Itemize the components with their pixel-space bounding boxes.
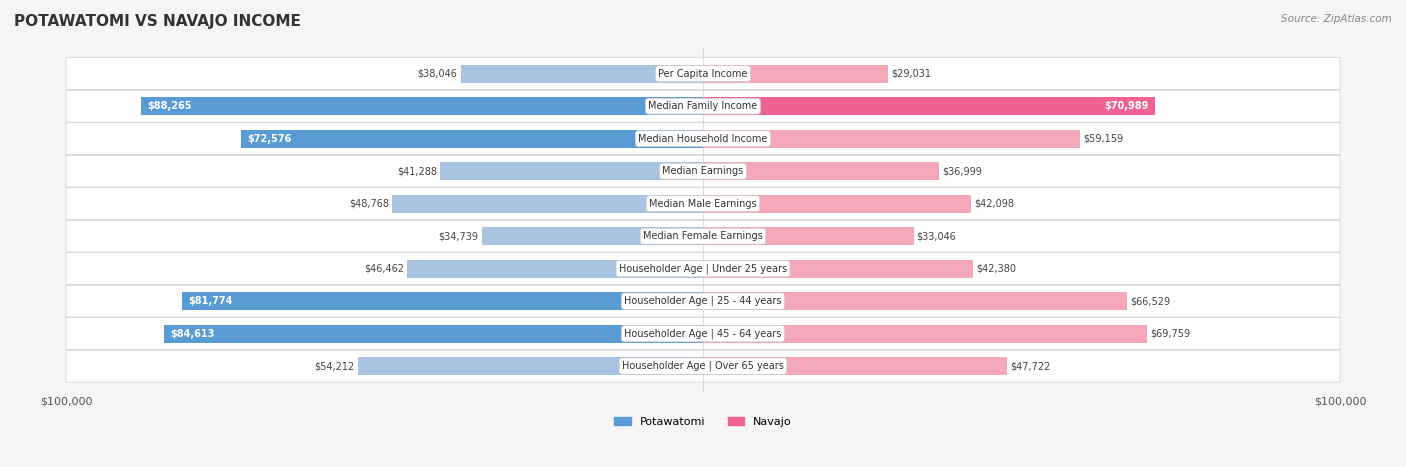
Text: Median Earnings: Median Earnings	[662, 166, 744, 176]
Text: $66,529: $66,529	[1130, 296, 1170, 306]
Bar	[482, 227, 703, 245]
Bar	[141, 97, 703, 115]
Bar	[703, 65, 889, 83]
Bar	[406, 260, 703, 277]
Bar	[703, 227, 914, 245]
FancyBboxPatch shape	[66, 350, 1340, 382]
Bar	[703, 130, 1080, 148]
Text: $48,768: $48,768	[349, 198, 389, 209]
Text: $84,613: $84,613	[170, 329, 215, 339]
Text: $41,288: $41,288	[396, 166, 437, 176]
Text: $33,046: $33,046	[917, 231, 956, 241]
FancyBboxPatch shape	[66, 220, 1340, 252]
Text: $29,031: $29,031	[891, 69, 931, 78]
Text: Householder Age | 25 - 44 years: Householder Age | 25 - 44 years	[624, 296, 782, 306]
FancyBboxPatch shape	[66, 155, 1340, 187]
Legend: Potawatomi, Navajo: Potawatomi, Navajo	[610, 412, 796, 432]
Text: Median Female Earnings: Median Female Earnings	[643, 231, 763, 241]
Bar	[357, 357, 703, 375]
Text: POTAWATOMI VS NAVAJO INCOME: POTAWATOMI VS NAVAJO INCOME	[14, 14, 301, 29]
Text: $47,722: $47,722	[1010, 361, 1050, 371]
Bar	[165, 325, 703, 343]
Bar	[240, 130, 703, 148]
Bar	[461, 65, 703, 83]
Bar	[392, 195, 703, 212]
Text: $42,380: $42,380	[976, 264, 1017, 274]
Text: $70,989: $70,989	[1105, 101, 1149, 111]
Text: $38,046: $38,046	[418, 69, 457, 78]
FancyBboxPatch shape	[66, 90, 1340, 122]
Text: Median Family Income: Median Family Income	[648, 101, 758, 111]
Text: Householder Age | Over 65 years: Householder Age | Over 65 years	[621, 361, 785, 371]
Text: Source: ZipAtlas.com: Source: ZipAtlas.com	[1281, 14, 1392, 24]
Bar	[703, 357, 1007, 375]
Text: $81,774: $81,774	[188, 296, 233, 306]
Text: Householder Age | 45 - 64 years: Householder Age | 45 - 64 years	[624, 328, 782, 339]
FancyBboxPatch shape	[66, 188, 1340, 219]
Text: $69,759: $69,759	[1150, 329, 1191, 339]
Text: $72,576: $72,576	[247, 134, 291, 144]
Bar	[181, 292, 703, 310]
FancyBboxPatch shape	[66, 58, 1340, 90]
Text: $59,159: $59,159	[1083, 134, 1123, 144]
Bar	[440, 162, 703, 180]
Bar	[703, 292, 1126, 310]
Bar	[703, 195, 972, 212]
Text: Median Male Earnings: Median Male Earnings	[650, 198, 756, 209]
FancyBboxPatch shape	[66, 285, 1340, 317]
Bar	[703, 325, 1147, 343]
FancyBboxPatch shape	[66, 123, 1340, 155]
Text: $88,265: $88,265	[148, 101, 191, 111]
Text: $54,212: $54,212	[314, 361, 354, 371]
FancyBboxPatch shape	[66, 318, 1340, 350]
Text: $46,462: $46,462	[364, 264, 404, 274]
Bar	[703, 260, 973, 277]
FancyBboxPatch shape	[66, 253, 1340, 284]
Text: Median Household Income: Median Household Income	[638, 134, 768, 144]
Text: $36,999: $36,999	[942, 166, 981, 176]
Text: Per Capita Income: Per Capita Income	[658, 69, 748, 78]
Text: $34,739: $34,739	[439, 231, 478, 241]
Text: Householder Age | Under 25 years: Householder Age | Under 25 years	[619, 263, 787, 274]
Bar	[703, 97, 1156, 115]
Bar	[703, 162, 939, 180]
Text: $42,098: $42,098	[974, 198, 1014, 209]
